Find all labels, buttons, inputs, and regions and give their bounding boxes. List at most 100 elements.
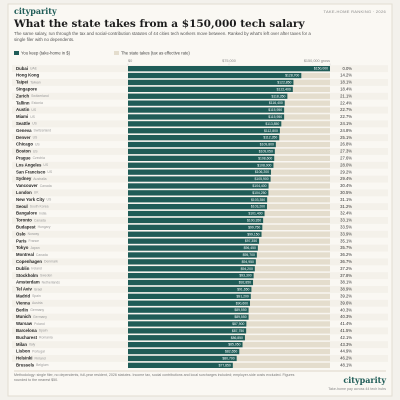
country-label: Spain [32,294,41,298]
tax-bar [255,259,330,265]
chart-title: What the state takes from a $150,000 tec… [13,18,305,30]
takehome-bar [128,204,267,210]
city-label: Tokyo [16,245,29,250]
takehome-label: $85,050 [228,343,240,347]
takehome-bar [128,328,247,334]
tax-bar [271,169,330,175]
subtitle-box: The same salary, run through the tax and… [14,31,311,42]
takehome-bar [128,300,251,306]
tax-bar [239,348,330,355]
tax-bar [246,321,330,327]
takehome-bar [128,231,262,237]
country-label: Romania [39,336,53,340]
takehome-label: $91,200 [237,294,249,298]
country-label: US [33,136,38,140]
legend-swatch [114,51,119,55]
legend: You keep (take-home in $) The state takes… [14,50,190,55]
takehome-label: $104,400 [252,184,266,188]
takehome-label: $101,400 [248,212,262,216]
tax-bar [236,355,330,362]
takehome-label: $115,950 [268,108,282,112]
takehome-bar [128,197,268,203]
tax-bar [264,210,330,217]
country-label: US [47,198,52,202]
tax-bar [270,176,330,182]
country-label: US [31,108,36,112]
takehome-bar [128,321,247,327]
country-label: Australia [33,177,46,181]
country-label: US [35,142,40,146]
takehome-label: $90,600 [236,301,248,305]
tax-bar [256,252,330,258]
tax-bar [251,286,330,293]
takehome-bar [128,183,269,189]
takehome-bar [128,279,254,286]
country-label: US [33,149,38,153]
city-label: Tel Aviv [16,287,32,292]
tax-bar [232,362,330,368]
takehome-bar [128,252,257,258]
city-label: Milan [16,342,27,347]
takehome-bar [128,259,256,265]
takehome-label: $95,700 [243,253,255,257]
x-tick-label: $150,000 gross [304,59,330,63]
tax-bar [274,148,330,155]
takehome-bar [128,128,280,134]
city-label: Zurich [16,93,30,98]
country-label: Estonia [32,101,43,105]
takehome-bar [128,162,274,168]
city-label: Vancouver [16,183,38,188]
country-label: Italy [29,343,36,347]
rate-label: 35.7% [340,245,352,250]
city-label: Amsterdam [16,280,40,285]
country-label: Czechia [33,156,45,160]
legend-label: The state takes (tax as effective rate) [121,50,190,55]
takehome-bar [128,148,275,155]
tax-bar [254,266,330,272]
methodology-box: Methodology: single filer, no dependents… [14,373,294,382]
tax-bar [279,135,330,141]
rate-label: 18.4% [340,86,352,91]
country-label: US [43,163,48,167]
country-label: South Korea [30,205,49,209]
country-label: US [47,170,52,174]
city-label: Miami [16,114,28,119]
takehome-label: $86,850 [231,336,243,340]
country-label: Canada [40,184,52,188]
country-label: Portugal [32,349,45,353]
city-label: Brussels [16,362,35,367]
rate-label: 31.2% [340,204,352,209]
country-label: UK [34,191,39,195]
rate-label: 30.4% [340,183,352,188]
country-label: Denmark [44,260,58,264]
rate-label: 42.1% [340,335,352,340]
rate-label: 27.3% [340,149,352,154]
city-label: New York City [16,197,45,202]
country-label: Taiwan [30,80,41,84]
subtitle: The same salary, run through the tax and… [14,31,311,42]
tax-bar [248,314,330,320]
rate-label: 39.2% [340,293,352,298]
takehome-bar [128,176,271,182]
rate-label: 28.0% [340,162,352,167]
takehome-bar [128,155,275,161]
city-label: Copenhagen [16,259,42,264]
tax-bar [250,293,330,299]
takehome-bar [128,238,260,244]
takehome-label: $103,350 [251,198,265,202]
tax-bar [263,217,330,224]
city-label: Chicago [16,142,33,147]
takehome-bar [128,314,249,320]
takehome-bar [128,79,294,86]
takehome-label: $99,150 [247,232,259,236]
takehome-label: $94,200 [241,267,253,271]
tax-bar [301,72,330,79]
takehome-label: $100,350 [247,219,261,223]
rate-label: 48.1% [340,362,352,367]
tax-bar [261,231,330,237]
country-label: Germany [33,315,47,319]
city-label: Warsaw [16,321,33,326]
legend-swatch [14,51,19,55]
city-label: Denver [16,135,31,140]
rate-label: 14.2% [340,73,352,78]
